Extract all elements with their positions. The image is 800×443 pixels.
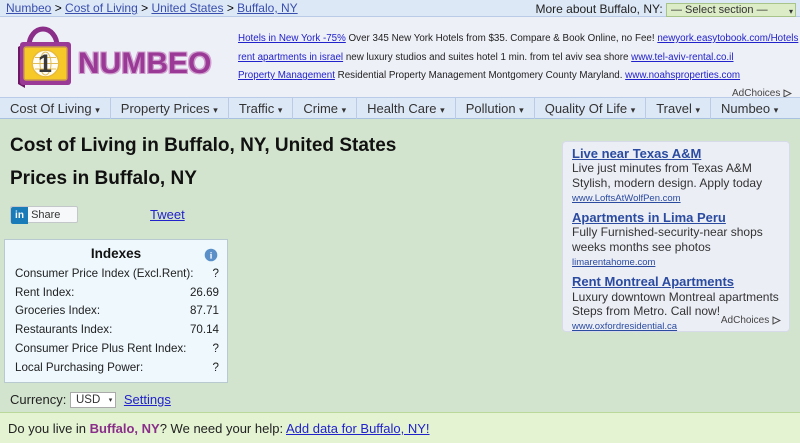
svg-text:1: 1	[38, 50, 52, 78]
